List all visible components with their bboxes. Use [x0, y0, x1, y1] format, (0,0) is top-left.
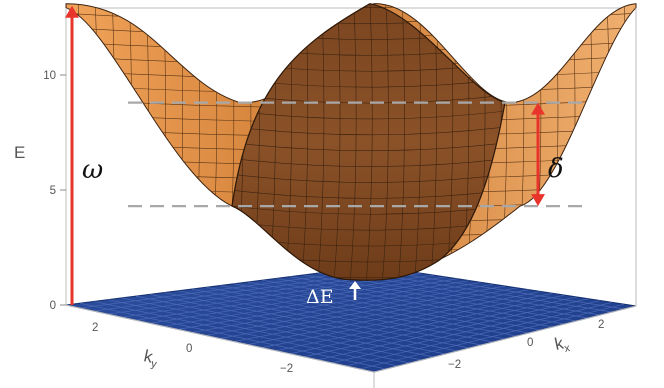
surface-mesh-line	[232, 125, 505, 136]
omega-arrow-head	[65, 5, 79, 18]
kx-tick-label: 0	[527, 337, 533, 349]
plane-grid-line	[345, 302, 613, 367]
delta-e-label: ΔE	[306, 286, 334, 308]
plane-grid-line	[289, 276, 565, 325]
energy-tick-label: 0	[50, 300, 56, 312]
annotations: ω δ ΔE	[65, 5, 564, 308]
plane-grid-line	[233, 283, 517, 337]
plane-grid-line	[289, 294, 565, 355]
plane-grid-line	[247, 281, 529, 334]
delta-label: δ	[548, 154, 564, 184]
plane-grid-line	[317, 298, 589, 361]
surface-mesh-line	[397, 3, 405, 281]
box-edge	[65, 304, 375, 373]
kx-axis-title-sub: x	[563, 342, 571, 355]
plane-grid-line	[303, 274, 577, 322]
energy-axis-title: E	[14, 143, 25, 162]
surface-mesh-line	[232, 109, 505, 120]
kx-axis-title: kx	[553, 332, 572, 357]
surface-mesh-line	[317, 3, 325, 281]
plane-grid-line	[261, 291, 541, 348]
delta-arrow-head-bottom	[531, 194, 545, 207]
surface-front-fill	[231, 3, 506, 281]
surface-mesh-line	[414, 3, 421, 281]
kx-tick-label: 2	[598, 319, 604, 331]
ky-axis: 2 0 −2	[92, 322, 293, 375]
surface-mesh-line	[66, 3, 636, 8]
ky-axis-title: ky	[142, 346, 161, 371]
surface-mesh-line	[90, 3, 98, 280]
surface-mesh-line	[637, 0, 643, 285]
energy-axis: 0 5 10	[43, 70, 66, 312]
reference-lines	[128, 101, 588, 208]
plane-grid-line	[261, 279, 541, 331]
plane-grid-line	[275, 278, 553, 328]
delta-arrow-head-top	[531, 102, 545, 115]
surface-mesh-line	[232, 157, 505, 167]
box-edge	[373, 305, 637, 373]
surface-mesh-line	[159, 3, 166, 280]
plane-grid-line	[219, 285, 506, 340]
ky-tick-label: 2	[92, 322, 98, 334]
plane-grid-line	[331, 300, 601, 364]
energy-tick-label: 10	[43, 70, 56, 82]
kx-tick-label: −2	[448, 359, 461, 371]
ky-axis-title-sub: y	[150, 358, 158, 371]
bounding-box-front	[65, 8, 637, 388]
plane-grid-line	[247, 289, 529, 345]
surface-mesh-line	[619, 3, 627, 280]
surface-mesh-line	[73, 3, 81, 280]
energy-tick-label: 5	[50, 185, 56, 197]
surface-mesh-line	[232, 173, 505, 183]
kx-axis: 2 0 −2	[448, 319, 604, 371]
plane-grid-line	[303, 296, 577, 358]
ky-tick-label: 0	[186, 343, 192, 355]
surface-mesh-line	[232, 189, 505, 199]
plane-grid-line	[359, 303, 625, 370]
surface-mesh-line	[349, 3, 357, 281]
band-surface-front	[231, 3, 506, 281]
delta-e-arrow-head	[349, 281, 361, 289]
plane-grid-line	[275, 292, 553, 352]
surface-mesh-line	[568, 3, 576, 280]
surface-mesh-line	[381, 3, 389, 281]
ky-tick-label: −2	[280, 363, 293, 375]
surface-mesh-line	[232, 141, 505, 151]
surface-mesh-line	[365, 3, 373, 281]
plane-grid-line	[233, 287, 517, 342]
omega-label: ω	[82, 155, 103, 185]
surface-mesh-line	[333, 3, 341, 281]
surface-mesh-line	[57, 0, 63, 285]
surface-mesh-line	[232, 3, 505, 8]
